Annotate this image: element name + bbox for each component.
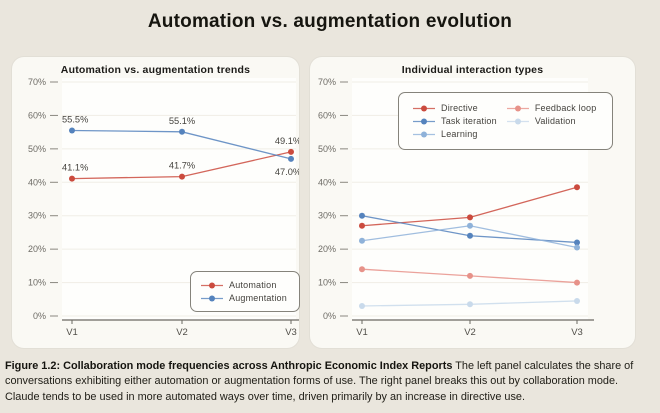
y-tick-label: 50% xyxy=(28,144,46,154)
legend-label: Task iteration xyxy=(441,116,497,126)
data-point xyxy=(359,222,365,229)
interaction-types-chart-card: 0% 10% 20% 30% 40% 50% 60% 70% V1 V2 V3 Individual… xyxy=(310,57,635,348)
x-tick-label: V1 xyxy=(66,327,78,338)
data-point-label: 55.5% xyxy=(62,114,88,124)
legend-item-augmentation: Augmentation xyxy=(201,293,287,303)
figure-caption-text: The left panel calculates the share of c… xyxy=(5,360,634,403)
data-point xyxy=(359,212,365,219)
y-tick-label: 60% xyxy=(318,110,336,120)
y-tick-label: 30% xyxy=(318,211,336,221)
y-tick-label: 20% xyxy=(318,244,336,254)
chart-canvas: 0% 10% 20% 30% 40% 50% 60% 70% V1 V2 V3 41.1% 41.7% 4… xyxy=(28,77,302,338)
data-point xyxy=(359,237,365,244)
legend-label: Learning xyxy=(441,129,478,139)
y-tick-label: 50% xyxy=(318,144,336,154)
data-point-label: 49.1% xyxy=(275,136,299,146)
legend-item-validation: Validation xyxy=(506,116,597,126)
data-point-label: 55.1% xyxy=(169,116,195,126)
legend-item-directive: Directive xyxy=(413,103,497,113)
y-tick-label: 70% xyxy=(318,77,336,87)
data-point xyxy=(69,175,75,182)
legend-marker-icon xyxy=(506,118,529,124)
data-point xyxy=(288,148,294,155)
data-point xyxy=(574,297,580,304)
page-title: Automation vs. augmentation evolution xyxy=(147,11,513,32)
data-point-label: 41.1% xyxy=(62,163,88,173)
data-point xyxy=(179,173,185,180)
legend-label: Validation xyxy=(534,116,576,126)
data-point-label: 41.7% xyxy=(169,161,195,171)
y-tick-label: 40% xyxy=(318,177,336,187)
data-point xyxy=(467,214,473,221)
figure-caption: Figure 1.2: Collaboration mode frequenci… xyxy=(5,359,655,405)
legend-marker-icon xyxy=(201,295,223,301)
data-point xyxy=(574,184,580,191)
figure-caption-bold: Figure 1.2: Collaboration mode frequenci… xyxy=(5,360,453,372)
legend-label: Automation xyxy=(229,280,277,290)
data-point xyxy=(467,222,473,229)
legend-item-automation: Automation xyxy=(201,280,287,290)
data-point xyxy=(179,128,185,135)
chart-legend: Directive Feedback loop Task iteration Vali… xyxy=(398,92,614,150)
data-point-label: 47.0% xyxy=(275,167,299,177)
automation-augmentation-chart-card: 0% 10% 20% 30% 40% 50% 60% 70% V1 V2 V3 41.1% 41.7% 4… xyxy=(12,57,302,348)
legend-marker-icon xyxy=(201,282,223,288)
y-tick-label: 10% xyxy=(318,278,336,288)
charts-row: 0% 10% 20% 30% 40% 50% 60% 70% V1 V2 V3 41.1% 41.7% 4… xyxy=(12,57,635,348)
data-point xyxy=(288,155,294,162)
y-tick-label: 0% xyxy=(33,311,46,321)
x-tick-label: V2 xyxy=(464,327,476,338)
data-point xyxy=(574,239,580,246)
right-chart-title: Individual interaction types xyxy=(401,64,544,76)
legend-item-feedback-loop: Feedback loop xyxy=(506,103,597,113)
legend-label: Augmentation xyxy=(229,293,287,303)
x-tick-label: V1 xyxy=(356,327,368,338)
data-point xyxy=(467,232,473,239)
chart-legend: Automation Augmentation xyxy=(190,271,300,312)
legend-item-task-iteration: Task iteration xyxy=(413,116,497,126)
legend-label: Directive xyxy=(441,103,478,113)
data-point xyxy=(69,127,75,134)
y-tick-label: 0% xyxy=(323,311,336,321)
legend-item-learning: Learning xyxy=(413,129,497,139)
data-point xyxy=(467,301,473,308)
x-tick-label: V3 xyxy=(285,327,297,338)
y-tick-label: 10% xyxy=(28,278,46,288)
legend-marker-icon xyxy=(413,131,435,137)
left-chart-title: Automation vs. augmentation trends xyxy=(60,64,251,76)
data-point xyxy=(574,279,580,286)
x-tick-label: V2 xyxy=(176,327,188,338)
data-point xyxy=(467,272,473,279)
y-tick-label: 40% xyxy=(28,177,46,187)
data-point xyxy=(359,266,365,273)
x-tick-label: V3 xyxy=(571,327,583,338)
y-tick-label: 30% xyxy=(28,211,46,221)
y-tick-label: 60% xyxy=(28,110,46,120)
legend-marker-icon xyxy=(413,105,435,111)
legend-marker-icon xyxy=(413,118,435,124)
data-point xyxy=(359,302,365,309)
data-point xyxy=(574,244,580,251)
legend-label: Feedback loop xyxy=(534,103,597,113)
y-tick-label: 70% xyxy=(28,77,46,87)
left-chart-area: 0% 10% 20% 30% 40% 50% 60% 70% V1 V2 V3 41.1% 41.7% 4… xyxy=(12,57,302,348)
legend-marker-icon xyxy=(506,105,529,111)
y-tick-label: 20% xyxy=(28,244,46,254)
